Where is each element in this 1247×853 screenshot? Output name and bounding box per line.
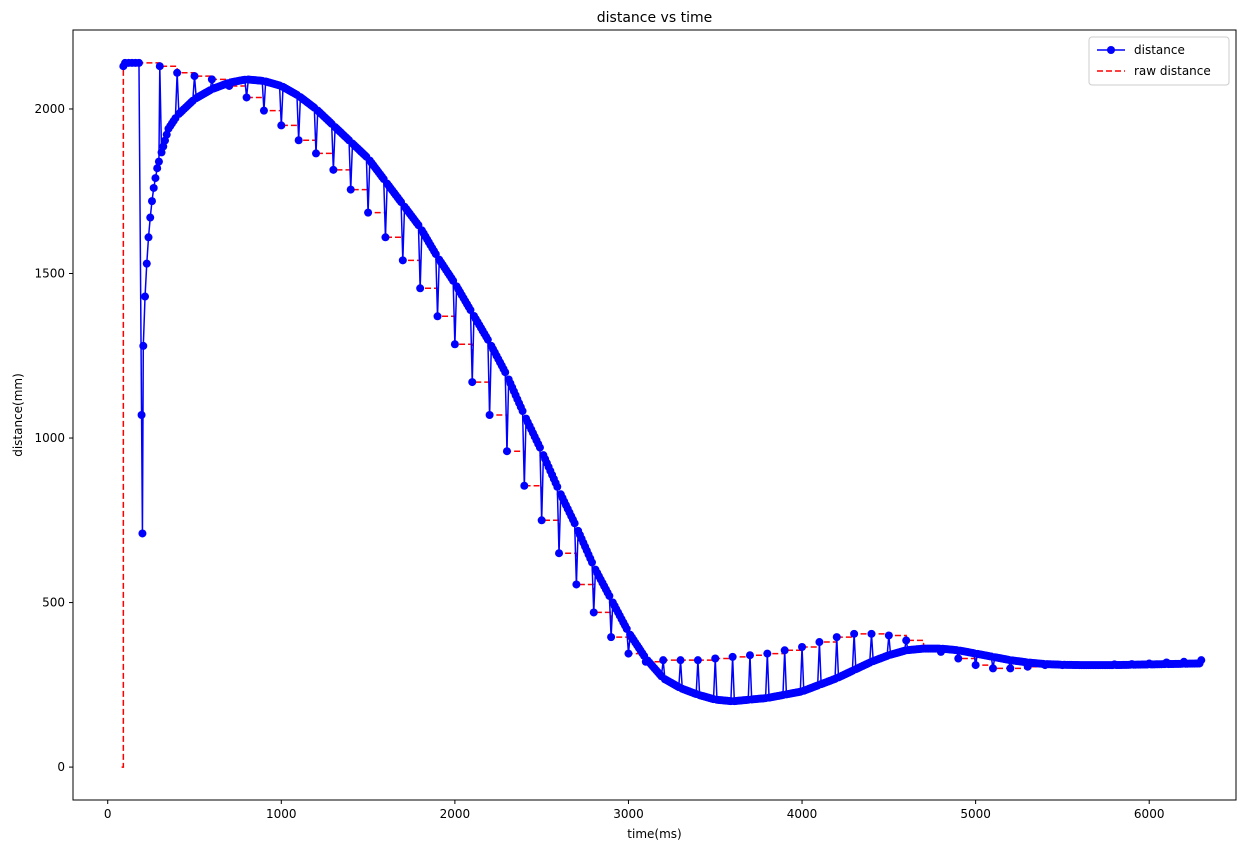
distance-point-508 bbox=[1006, 664, 1015, 673]
distance-point-318 bbox=[676, 656, 685, 665]
distance-point-11 bbox=[144, 233, 153, 242]
distance-point-118 bbox=[329, 165, 338, 174]
distance-point-78 bbox=[259, 106, 268, 115]
distance-point-16 bbox=[153, 164, 162, 173]
distance-point-217 bbox=[501, 368, 510, 377]
distance-point-227 bbox=[518, 407, 527, 416]
axes: 0 1000 2000 3000 4000 5000 6000 0 500 1000 1500 200… bbox=[34, 102, 1164, 821]
distance-point-438 bbox=[884, 631, 893, 640]
legend-box bbox=[1088, 36, 1230, 86]
distance-point-338 bbox=[711, 654, 720, 663]
legend-label-raw-distance: raw distance bbox=[1134, 64, 1211, 78]
distance-point-138 bbox=[364, 208, 373, 217]
x-tick-label-6: 6000 bbox=[1134, 807, 1165, 821]
distance-point-98 bbox=[294, 136, 303, 145]
legend-marker-distance bbox=[1107, 46, 1115, 54]
distance-point-277 bbox=[605, 591, 614, 600]
y-tick-label-4: 2000 bbox=[34, 102, 65, 116]
distance-point-288 bbox=[624, 649, 633, 658]
distance-point-168 bbox=[416, 284, 425, 293]
distance-point-268 bbox=[589, 608, 598, 617]
distance-point-128 bbox=[346, 185, 355, 194]
x-axis-title: time(ms) bbox=[627, 827, 681, 841]
distance-point-197 bbox=[466, 306, 475, 315]
y-tick-label-3: 1500 bbox=[34, 267, 65, 281]
distance-point-368 bbox=[763, 649, 772, 658]
x-tick-label-0: 0 bbox=[104, 807, 112, 821]
distance-point-287 bbox=[622, 624, 631, 633]
distance-point-68 bbox=[242, 93, 251, 102]
distance-point-14 bbox=[149, 183, 158, 192]
x-tick-label-2: 2000 bbox=[440, 807, 471, 821]
distance-point-198 bbox=[468, 378, 477, 387]
distance-point-237 bbox=[535, 443, 544, 452]
distance-point-618 bbox=[1197, 656, 1206, 665]
distance-point-408 bbox=[832, 633, 841, 642]
distance-point-498 bbox=[988, 664, 997, 673]
distance-point-308 bbox=[659, 656, 668, 665]
distance-point-48 bbox=[207, 75, 216, 84]
distance-point-10 bbox=[142, 259, 151, 268]
distance-point-178 bbox=[433, 312, 442, 321]
distance-point-418 bbox=[850, 629, 859, 638]
distance-point-348 bbox=[728, 652, 737, 661]
distance-point-5 bbox=[134, 58, 143, 67]
distance-point-18 bbox=[155, 62, 164, 71]
x-tick-label-3: 3000 bbox=[613, 807, 644, 821]
distance-point-398 bbox=[815, 638, 824, 647]
distance-point-108 bbox=[312, 149, 321, 158]
distance-point-388 bbox=[798, 642, 807, 651]
distance-point-207 bbox=[483, 335, 492, 344]
distance-point-148 bbox=[381, 233, 390, 242]
distance-point-478 bbox=[954, 654, 963, 663]
distance-point-257 bbox=[570, 519, 579, 528]
distance-point-248 bbox=[555, 549, 564, 558]
distance-point-9 bbox=[141, 292, 150, 301]
series-distance-line bbox=[122, 62, 1202, 702]
distance-point-218 bbox=[502, 447, 511, 456]
distance-point-238 bbox=[537, 516, 546, 525]
plot-frame bbox=[72, 29, 1237, 801]
x-tick-label-4: 4000 bbox=[787, 807, 818, 821]
distance-point-267 bbox=[588, 558, 597, 567]
distance-point-15 bbox=[151, 174, 160, 183]
distance-point-8 bbox=[139, 341, 148, 350]
x-tick-label-5: 5000 bbox=[960, 807, 991, 821]
chart-title: distance vs time bbox=[597, 10, 712, 26]
plot-area bbox=[119, 58, 1206, 768]
distance-point-7 bbox=[138, 529, 147, 538]
distance-point-278 bbox=[607, 633, 616, 642]
distance-point-328 bbox=[693, 656, 702, 665]
distance-point-247 bbox=[553, 482, 562, 491]
distance-point-12 bbox=[146, 213, 155, 222]
distance-point-378 bbox=[780, 646, 789, 655]
distance-point-208 bbox=[485, 411, 494, 419]
distance-point-158 bbox=[398, 256, 407, 265]
distance-point-17 bbox=[154, 157, 163, 166]
y-tick-label-1: 500 bbox=[42, 596, 65, 610]
legend: distance raw distance bbox=[1088, 36, 1230, 86]
distance-point-88 bbox=[277, 121, 286, 130]
y-tick-label-0: 0 bbox=[57, 760, 65, 774]
distance-point-258 bbox=[572, 580, 581, 589]
distance-point-448 bbox=[902, 636, 911, 645]
distance-point-28 bbox=[173, 68, 182, 77]
distance-point-228 bbox=[520, 481, 529, 490]
series-distance-markers bbox=[119, 58, 1206, 706]
distance-point-13 bbox=[147, 197, 156, 206]
y-axis-title: distance(mm) bbox=[11, 373, 25, 457]
distance-point-428 bbox=[867, 629, 876, 638]
distance-point-6 bbox=[137, 411, 146, 419]
legend-label-distance: distance bbox=[1134, 43, 1185, 57]
x-tick-label-1: 1000 bbox=[266, 807, 297, 821]
distance-point-488 bbox=[971, 661, 980, 670]
distance-point-188 bbox=[450, 340, 459, 349]
distance-point-38 bbox=[190, 72, 199, 81]
y-tick-label-2: 1000 bbox=[34, 431, 65, 445]
distance-point-358 bbox=[745, 651, 754, 660]
